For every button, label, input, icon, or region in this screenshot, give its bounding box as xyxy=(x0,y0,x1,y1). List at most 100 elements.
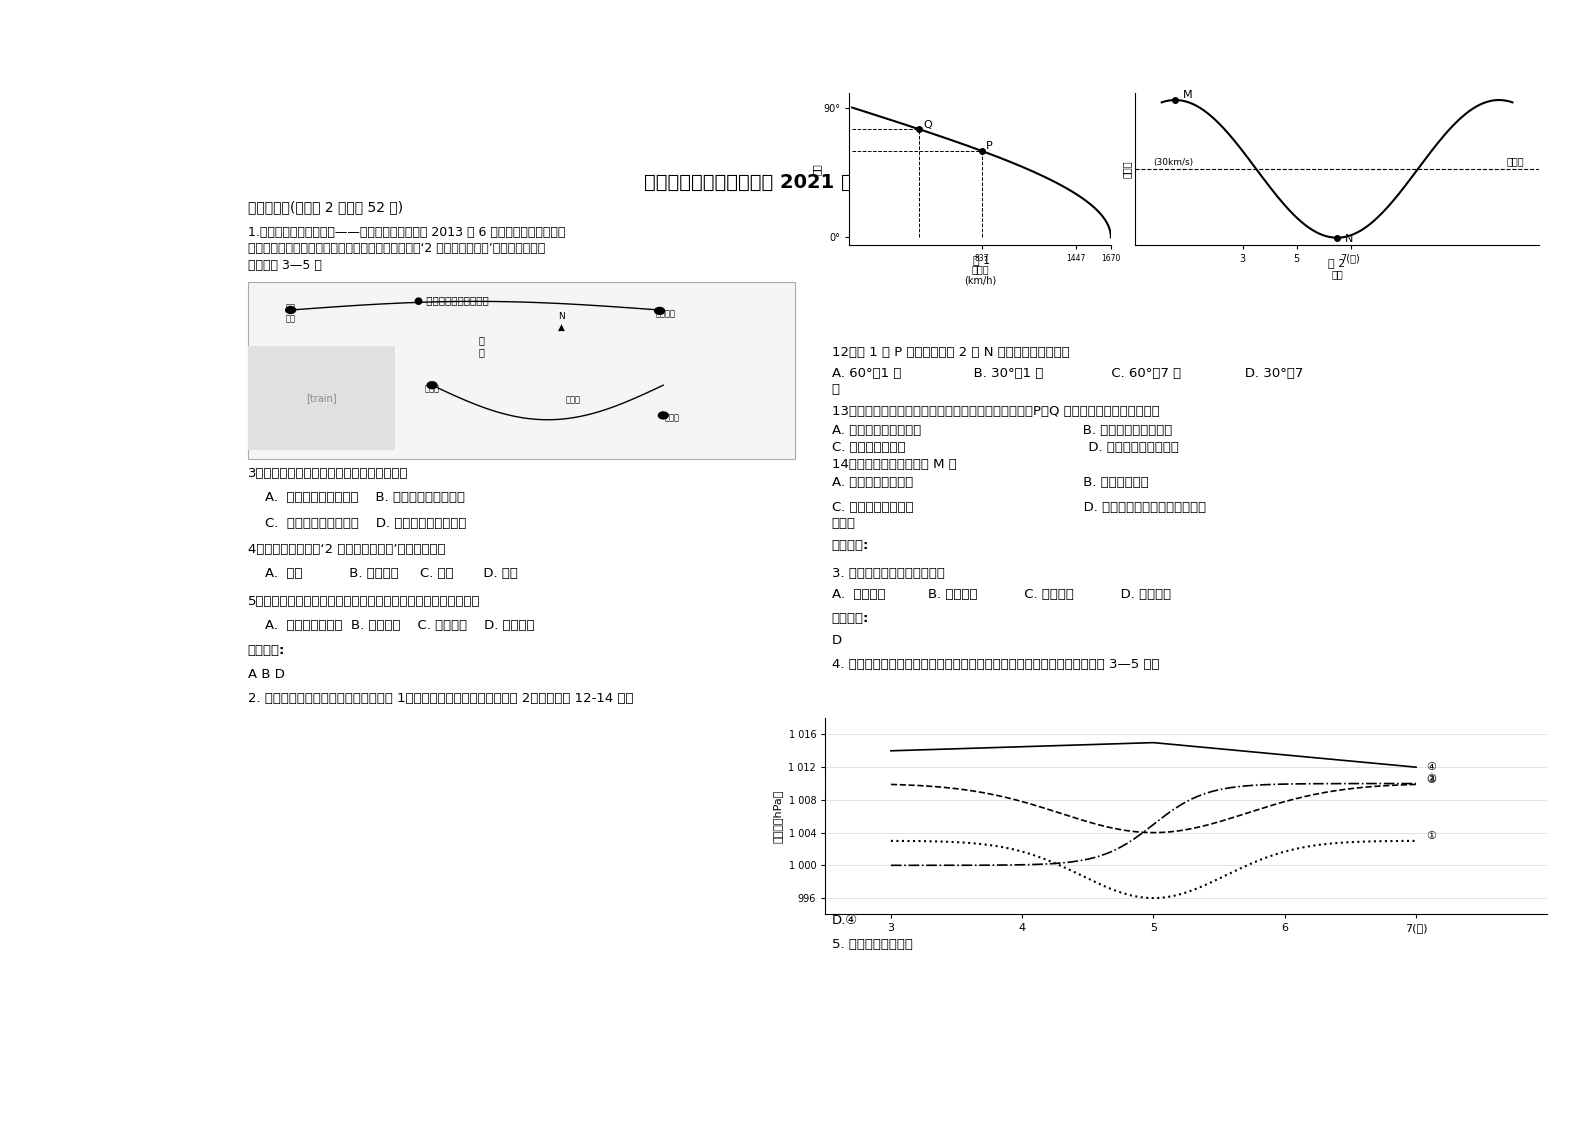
① xyxy=(881,834,900,847)
Text: 3. 下列行为属于人口迁移的是: 3. 下列行为属于人口迁移的是 xyxy=(832,567,944,580)
① xyxy=(1020,847,1039,861)
Text: 1.跨越宁波的第一条高鐵——杭甬客运专线，将于 2013 年 6 月初正式通车运行。届: 1.跨越宁波的第一条高鐵——杭甬客运专线，将于 2013 年 6 月初正式通车运… xyxy=(248,226,565,239)
Y-axis label: 线速度: 线速度 xyxy=(1122,160,1132,177)
Text: 月: 月 xyxy=(832,383,840,396)
③ xyxy=(1382,779,1401,792)
④ xyxy=(1406,761,1425,774)
Text: 3. 天气系统过境时，可能会出现阴雨天气的是: 3. 天气系统过境时，可能会出现阴雨天气的是 xyxy=(832,815,1001,827)
Text: 湖北省武汉市堤东街中学 2021 年高一地理期末试卷含解析: 湖北省武汉市堤东街中学 2021 年高一地理期末试卷含解析 xyxy=(644,173,982,192)
① xyxy=(1382,835,1401,848)
Text: A.①                                B.②                                C.③: A.① B.② C.③ xyxy=(832,894,1179,908)
Text: 图 2: 图 2 xyxy=(1328,258,1346,268)
④ xyxy=(881,744,900,757)
Text: C.  两边鐵轨磨损一样重    D. 对两边鐵轨都无磨损: C. 两边鐵轨磨损一样重 D. 对两边鐵轨都无磨损 xyxy=(248,517,467,530)
Text: ②: ② xyxy=(1427,774,1436,784)
Text: 下图回答 3—5 题: 下图回答 3—5 题 xyxy=(248,258,322,272)
③ xyxy=(979,787,998,800)
Text: [train]: [train] xyxy=(306,393,336,403)
Text: N
▲: N ▲ xyxy=(557,312,565,332)
Text: 2. 读地球自转线速度随纬度变化图（图 1）和地球公转线速度变化图（图 2）回答下列 12-14 题。: 2. 读地球自转线速度随纬度变化图（图 1）和地球公转线速度变化图（图 2）回答… xyxy=(248,692,633,706)
④ xyxy=(979,741,998,754)
② xyxy=(903,858,922,872)
Text: ①: ① xyxy=(1427,831,1436,842)
④ xyxy=(903,744,922,757)
FancyBboxPatch shape xyxy=(248,282,795,459)
Text: A.①②③                  B.①③④                  C.①②④                  D.②: A.①②③ B.①③④ C.①②④ D.② xyxy=(832,837,1235,849)
Text: 平均值: 平均值 xyxy=(1508,157,1525,166)
Text: M: M xyxy=(1184,90,1193,100)
③ xyxy=(881,778,900,791)
Text: A. 极地东风带、东北风                                      B. 盛行西风带、西南风: A. 极地东风带、东北风 B. 盛行西风带、西南风 xyxy=(832,424,1173,436)
Circle shape xyxy=(286,306,295,313)
③ xyxy=(913,779,932,792)
Text: 5、我国东部地区鐵路网密度远大于西部，其最主要的自然原因是: 5、我国东部地区鐵路网密度远大于西部，其最主要的自然原因是 xyxy=(248,595,481,608)
Y-axis label: 气压值（hPa）: 气压值（hPa） xyxy=(773,790,782,843)
Text: 参考答案:: 参考答案: xyxy=(832,539,870,552)
Circle shape xyxy=(659,412,668,419)
Text: 4. 下图为四种不同的天气系统经过不同地区时的气压变化过程图，读图回答 3—5 题。: 4. 下图为四种不同的天气系统经过不同地区时的气压变化过程图，读图回答 3—5 … xyxy=(832,657,1159,671)
Text: A. 60°，1 月                 B. 30°，1 月                C. 60°，7 月               D.: A. 60°，1 月 B. 30°，1 月 C. 60°，7 月 D. xyxy=(832,367,1303,380)
② xyxy=(1362,776,1381,790)
Text: A.  气候           B. 经济发展     C. 科技       D. 地形: A. 气候 B. 经济发展 C. 科技 D. 地形 xyxy=(248,567,517,580)
Line: ③: ③ xyxy=(890,784,1416,833)
Text: 上海虹桥: 上海虹桥 xyxy=(655,310,676,319)
④ xyxy=(1382,758,1401,772)
Text: 4. 以低空辐合、高空辐散的环流系统为存在和发展前提的是: 4. 以低空辐合、高空辐散的环流系统为存在和发展前提的是 xyxy=(832,873,1049,886)
Text: 图 1: 图 1 xyxy=(973,256,990,265)
Text: ● 长三角高速鐵路示意图: ● 长三角高速鐵路示意图 xyxy=(414,295,489,305)
Text: A.  对北边鐵轨磨损较重    B. 对南边鐵轨磨损较重: A. 对北边鐵轨磨损较重 B. 对南边鐵轨磨损较重 xyxy=(248,491,465,504)
Text: 南京
南站: 南京 南站 xyxy=(286,304,295,323)
Text: 时，临海鐵路省内高鐵路段将全线贯通，长三角地区‘2 小时鐵路交通圈’基本成型。结合: 时，临海鐵路省内高鐵路段将全线贯通，长三角地区‘2 小时鐵路交通圈’基本成型。结… xyxy=(248,242,544,255)
② xyxy=(1020,858,1039,872)
② xyxy=(979,858,998,872)
X-axis label: 线速度
(km/h): 线速度 (km/h) xyxy=(963,264,997,286)
Text: P: P xyxy=(986,141,993,151)
② xyxy=(881,858,900,872)
Text: A B D: A B D xyxy=(248,668,284,681)
Circle shape xyxy=(655,307,665,314)
④ xyxy=(1020,739,1039,753)
Text: C. 信风带、东风带                                           D. 盛行西风带、东北风: C. 信风带、东风带 D. 盛行西风带、东北风 xyxy=(832,441,1179,454)
Text: A.  进城看病          B. 上街购物           C. 外出旅游           D. 移居国外: A. 进城看病 B. 上街购物 C. 外出旅游 D. 移居国外 xyxy=(832,588,1171,600)
Text: 一、选择题(每小题 2 分，共 52 分): 一、选择题(每小题 2 分，共 52 分) xyxy=(248,200,403,214)
Text: 4、建立长三角地区‘2 小时鐵路交通圈’的主导因素是: 4、建立长三角地区‘2 小时鐵路交通圈’的主导因素是 xyxy=(248,543,444,555)
Text: ③④: ③④ xyxy=(832,852,855,865)
Text: 5. 下列叙述正确的是: 5. 下列叙述正确的是 xyxy=(832,938,913,950)
④ xyxy=(1365,756,1384,770)
Text: 参考答案:: 参考答案: xyxy=(832,611,870,625)
① xyxy=(979,838,998,852)
③ xyxy=(1406,778,1425,791)
① xyxy=(1143,891,1162,904)
Y-axis label: 纬度: 纬度 xyxy=(811,163,822,175)
Line: ④: ④ xyxy=(890,743,1416,767)
Text: 杭州湾: 杭州湾 xyxy=(567,395,581,404)
① xyxy=(1365,835,1384,848)
① xyxy=(1406,834,1425,847)
Text: 13．在三圈环流作用下，形成七个气压带和六个风带，P、Q 之间风带名称和风向分别是: 13．在三圈环流作用下，形成七个气压带和六个风带，P、Q 之间风带名称和风向分别… xyxy=(832,405,1160,417)
Text: D: D xyxy=(832,634,843,646)
X-axis label: 月份: 月份 xyxy=(1331,269,1343,279)
② xyxy=(1406,776,1425,790)
Text: D.④: D.④ xyxy=(832,914,859,927)
Text: Q: Q xyxy=(924,120,933,130)
Line: ①: ① xyxy=(890,840,1416,898)
④ xyxy=(913,743,932,756)
Text: A. 印度盛行西南季风                                        B. 北京昼长夜短: A. 印度盛行西南季风 B. 北京昼长夜短 xyxy=(832,477,1149,489)
Text: 12．图 1 中 P 点的纬度，图 2 中 N 点对应的月份分别是: 12．图 1 中 P 点的纬度，图 2 中 N 点对应的月份分别是 xyxy=(832,346,1070,359)
③ xyxy=(903,779,922,792)
Text: N: N xyxy=(1346,234,1354,245)
① xyxy=(913,835,932,848)
Text: ③: ③ xyxy=(1427,775,1436,784)
Text: 太
湖: 太 湖 xyxy=(478,335,484,357)
Text: (30km/s): (30km/s) xyxy=(1154,157,1193,166)
Text: 参考答案:: 参考答案: xyxy=(248,644,286,656)
Text: 14．当地球公转线速度为 M 时: 14．当地球公转线速度为 M 时 xyxy=(832,458,957,471)
④ xyxy=(1143,736,1162,749)
Text: 宁波市: 宁波市 xyxy=(665,414,679,423)
Text: C. 松花江畔銀装素裹                                        D. 沈阳的正午太阳高度达一年中: C. 松花江畔銀装素裹 D. 沈阳的正午太阳高度达一年中 xyxy=(832,502,1206,514)
Text: 杭州东: 杭州东 xyxy=(425,384,440,393)
Text: 3、从宁波开往杭州的列车对鐵轨的磨损程度: 3、从宁波开往杭州的列车对鐵轨的磨损程度 xyxy=(248,467,408,480)
Text: 最大值: 最大值 xyxy=(832,517,855,530)
① xyxy=(903,835,922,848)
FancyBboxPatch shape xyxy=(248,347,395,450)
